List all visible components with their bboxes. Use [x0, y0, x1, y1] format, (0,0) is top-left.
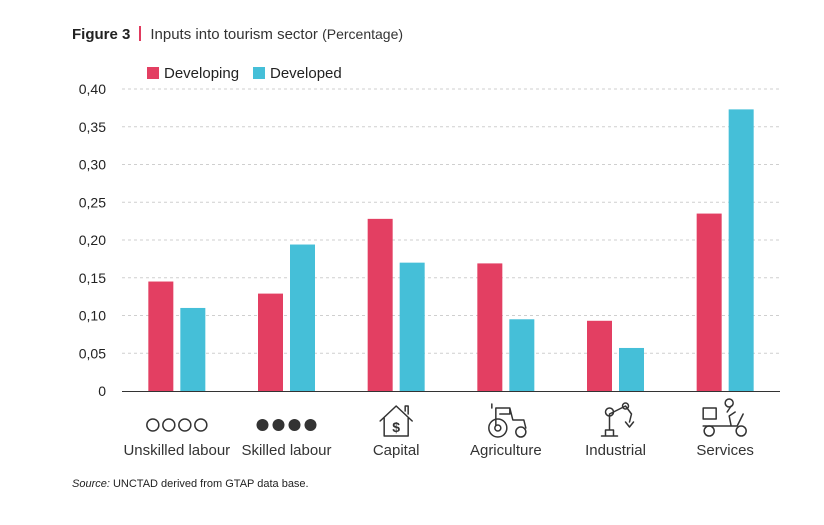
source-note: Source: UNCTAD derived from GTAP data ba… — [72, 478, 309, 490]
rider-head — [724, 398, 734, 408]
bar-developed — [509, 319, 535, 391]
filled-circle — [256, 419, 269, 431]
bar-developing — [477, 263, 503, 391]
empty-circle — [162, 418, 176, 432]
scooter-back-wheel — [703, 425, 715, 437]
x-tick-label: Agriculture — [470, 442, 542, 459]
house-dollar-icon: $ — [379, 405, 413, 437]
bar-developing — [367, 218, 393, 391]
y-tick-label: 0,25 — [79, 194, 106, 210]
legend: Developing Developed — [147, 65, 342, 82]
robot-joint — [621, 402, 630, 410]
x-tick-label: Skilled labour — [241, 442, 331, 459]
tractor-body — [491, 403, 527, 429]
y-tick-label: 0,35 — [79, 119, 106, 135]
delivery-scooter-icon — [702, 398, 747, 437]
y-tick-label: 0,05 — [79, 345, 106, 361]
house-outline — [379, 405, 413, 437]
x-tick-label: Industrial — [585, 442, 646, 459]
delivery-box — [702, 407, 717, 420]
four-filled-circles-icon — [256, 419, 317, 431]
robot-joint — [604, 407, 615, 417]
y-tick-label: 0,40 — [79, 81, 106, 97]
tractor-icon — [488, 403, 527, 438]
filled-circle — [304, 419, 317, 431]
legend-label-developed: Developed — [270, 65, 342, 82]
title-separator — [139, 26, 142, 41]
filled-circle — [272, 419, 285, 431]
tractor-big-wheel — [488, 418, 508, 438]
empty-circle — [146, 418, 160, 432]
tractor-hub — [494, 424, 502, 432]
tractor-small-wheel — [515, 426, 527, 438]
figure-unit: (Percentage) — [322, 26, 404, 42]
x-tick-label: Unskilled labour — [123, 442, 230, 459]
robot-gripper — [624, 421, 635, 428]
y-tick-label: 0,30 — [79, 157, 106, 173]
dollar-sign: $ — [392, 419, 400, 435]
filled-circle — [288, 419, 301, 431]
legend-swatch-developed — [253, 67, 265, 79]
scooter-front-wheel — [735, 425, 747, 437]
y-axis: 0 0,05 0,10 0,15 0,20 0,25 0,30 0,35 0,40 — [79, 81, 106, 399]
category-icons: $ — [146, 398, 747, 438]
robot-arm — [600, 405, 633, 437]
legend-label-developing: Developing — [164, 65, 239, 82]
bar-developing — [148, 281, 174, 391]
x-tick-label: Capital — [373, 442, 420, 459]
bar-developed — [619, 347, 644, 391]
bar-developing — [696, 213, 722, 391]
x-axis-labels: Unskilled labour Skilled labour Capital Agr… — [123, 442, 753, 459]
gridlines — [122, 88, 780, 354]
bar-developing — [587, 320, 612, 391]
figure-title: Figure 3 Inputs into tourism sector (Perc… — [72, 26, 403, 43]
source-prefix: Source: — [72, 478, 110, 490]
bar-developed — [290, 244, 315, 391]
y-tick-label: 0,15 — [79, 270, 106, 286]
figure-label: Figure 3 — [72, 26, 131, 43]
robot-arm-icon — [600, 402, 635, 437]
y-tick-label: 0 — [98, 383, 106, 399]
source-text: UNCTAD derived from GTAP data base. — [109, 478, 309, 490]
x-tick-label: Services — [696, 442, 754, 459]
empty-circle — [194, 418, 208, 432]
legend-swatch-developing — [147, 67, 159, 79]
bar-developed — [728, 109, 754, 391]
bar-developed — [399, 262, 425, 391]
scooter-frame — [702, 405, 744, 427]
empty-circle — [178, 418, 192, 432]
bar-developed — [180, 307, 206, 391]
figure-title-text: Inputs into tourism sector — [150, 26, 318, 43]
bars — [148, 109, 754, 391]
y-tick-label: 0,10 — [79, 308, 106, 324]
y-tick-label: 0,20 — [79, 232, 106, 248]
bar-developing — [258, 293, 283, 391]
four-empty-circles-icon — [146, 418, 208, 432]
